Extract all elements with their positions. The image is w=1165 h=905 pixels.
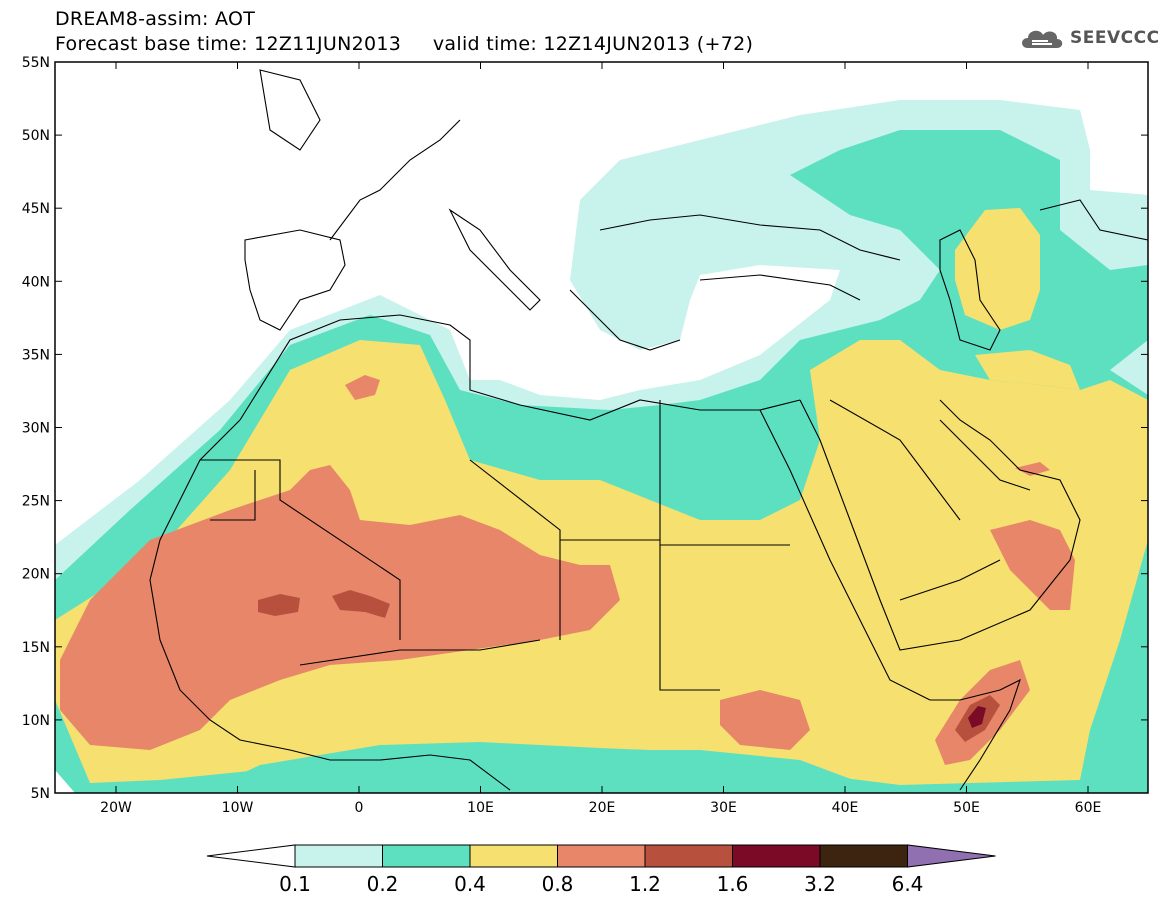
aot-contour-0.8-oman [990, 520, 1075, 610]
colorbar-swatch [644, 844, 733, 868]
lat-label: 40N [22, 274, 50, 290]
colorbar-label: 6.4 [892, 872, 924, 896]
colorbar-label: 0.8 [542, 872, 574, 896]
lon-label: 20W [100, 800, 132, 816]
colorbar-extend-high [907, 844, 996, 868]
colorbar-label: 3.2 [804, 872, 836, 896]
colorbar-extend-low [206, 844, 296, 868]
colorbar-swatch [732, 844, 821, 868]
colorbar-label: 0.2 [367, 872, 399, 896]
lon-label: 10E [467, 800, 494, 816]
lon-label: 40E [832, 800, 859, 816]
aot-contour-0.8-atlas [345, 375, 380, 400]
colorbar: 0.1 0.2 0.4 0.8 1.2 1.6 3.2 6.4 [206, 844, 996, 896]
lat-label: 10N [22, 713, 50, 729]
title-line-1: DREAM8-assim: AOT [55, 8, 256, 30]
lat-label: 20N [22, 567, 50, 583]
aot-contour-0.4-iran [975, 350, 1080, 390]
colorbar-label: 0.1 [279, 872, 311, 896]
title-line-2: Forecast base time: 12Z11JUN2013 valid t… [55, 33, 754, 55]
colorbar-swatch [382, 844, 471, 868]
colorbar-swatch [294, 844, 383, 868]
colorbar-label: 1.6 [717, 872, 749, 896]
aot-contour-0.2-south [200, 742, 1080, 793]
lon-label: 60E [1075, 800, 1102, 816]
lat-label: 15N [22, 640, 50, 656]
coastlines [149, 69, 1148, 791]
cloud-icon [1022, 30, 1063, 48]
longitude-axis: 20W 10W 0 10E 20E 30E 40E 50E 60E [100, 62, 1101, 816]
lat-label: 50N [22, 128, 50, 144]
logo-text: SEEVCCC [1070, 28, 1160, 48]
aot-contour-0.8-gulf [1015, 462, 1050, 476]
aot-contour-1.2-mali-b [332, 590, 390, 618]
lat-label: 25N [22, 494, 50, 510]
seevccc-logo: SEEVCCC [1018, 24, 1160, 52]
colorbar-swatch [557, 844, 646, 868]
aot-field [55, 62, 1148, 793]
lat-label: 55N [22, 55, 50, 71]
lon-label: 10W [222, 800, 254, 816]
aot-contour-1.6-horn [968, 706, 986, 728]
lon-label: 50E [953, 800, 980, 816]
colorbar-label: 0.4 [454, 872, 486, 896]
lon-label: 20E [589, 800, 616, 816]
latitude-axis: 55N 50N 45N 40N 35N 30N 25N 20N 15N 10N 5N [22, 55, 1148, 802]
lat-label: 45N [22, 201, 50, 217]
lon-label: 30E [710, 800, 737, 816]
aot-contour-0.8-sudan [720, 690, 810, 750]
colorbar-swatch [819, 844, 908, 868]
colorbar-swatch [469, 844, 558, 868]
colorbar-label: 1.2 [629, 872, 661, 896]
aot-contour-0.4-caspian [955, 208, 1040, 330]
aot-contour-1.2-mali-a [258, 594, 300, 616]
lat-label: 30N [22, 421, 50, 437]
lat-label: 35N [22, 347, 50, 363]
lon-label: 0 [355, 800, 364, 816]
lat-label: 5N [31, 786, 50, 802]
